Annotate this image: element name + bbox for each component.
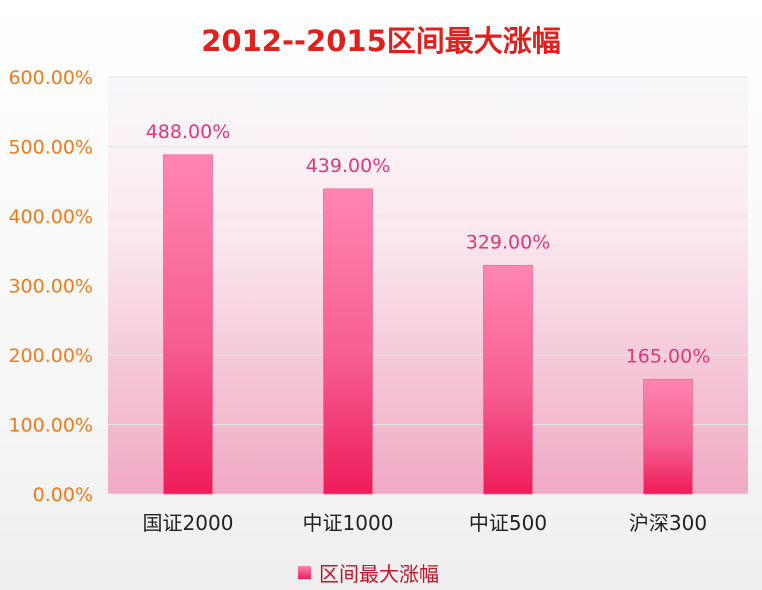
x-tick-label: 中证500 (469, 511, 547, 535)
legend: 区间最大涨幅 (298, 558, 439, 586)
y-tick-label: 300.00% (8, 276, 93, 298)
x-tick-label: 国证2000 (143, 511, 234, 535)
bar (323, 188, 373, 495)
bar (643, 378, 693, 495)
chart-title: 2012--2015区间最大涨幅 (201, 24, 561, 58)
legend-label: 区间最大涨幅 (319, 561, 439, 586)
x-tick-label: 沪深300 (629, 511, 707, 535)
y-tick-label: 0.00% (33, 484, 93, 506)
legend-swatch (298, 565, 311, 579)
y-tick-label: 400.00% (8, 206, 93, 228)
bar (163, 154, 213, 495)
data-label: 329.00% (466, 231, 551, 253)
x-tick-label: 中证1000 (303, 511, 394, 535)
y-tick-label: 600.00% (8, 67, 93, 89)
data-label: 165.00% (626, 345, 711, 367)
y-tick-label: 100.00% (8, 415, 93, 437)
bar (483, 264, 533, 495)
data-label: 439.00% (306, 155, 391, 177)
y-tick-label: 500.00% (8, 137, 93, 159)
data-label: 488.00% (146, 121, 231, 143)
y-tick-label: 200.00% (8, 345, 93, 367)
